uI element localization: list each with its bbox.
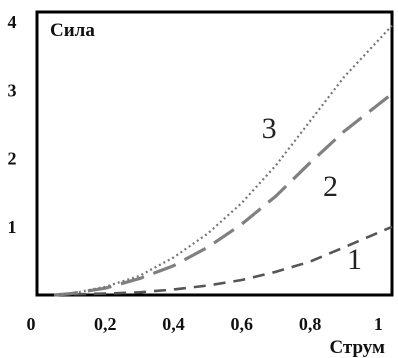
plot-border	[35, 10, 394, 297]
y-axis-label: Сила	[50, 20, 95, 41]
x-tick-label: 0	[27, 314, 36, 334]
ticks-layer: 0 0,2 0,4 0,6 0,8 1 1 2 3 4	[8, 12, 383, 334]
labels-layer: Сила Струм	[50, 20, 385, 358]
series-layer: 1 2 3	[53, 24, 393, 297]
y-tick-label: 2	[8, 149, 17, 169]
y-tick-label: 3	[8, 80, 17, 100]
x-tick-label: 0,2	[94, 314, 117, 334]
y-tick-label: 1	[8, 217, 17, 237]
y-tick-label: 4	[8, 12, 17, 32]
series-label-2: 2	[323, 170, 338, 203]
series-line-2	[53, 92, 393, 297]
series-label-1: 1	[347, 243, 362, 276]
x-tick-label: 0,6	[231, 314, 254, 334]
x-axis-label: Струм	[329, 337, 385, 358]
x-tick-label: 0,8	[299, 314, 322, 334]
series-label-3: 3	[262, 112, 277, 145]
plot-frame	[35, 10, 394, 297]
x-tick-label: 1	[374, 314, 383, 334]
x-tick-label: 0,4	[162, 314, 185, 334]
series-line-1	[54, 225, 393, 297]
series-line-3	[54, 24, 393, 297]
